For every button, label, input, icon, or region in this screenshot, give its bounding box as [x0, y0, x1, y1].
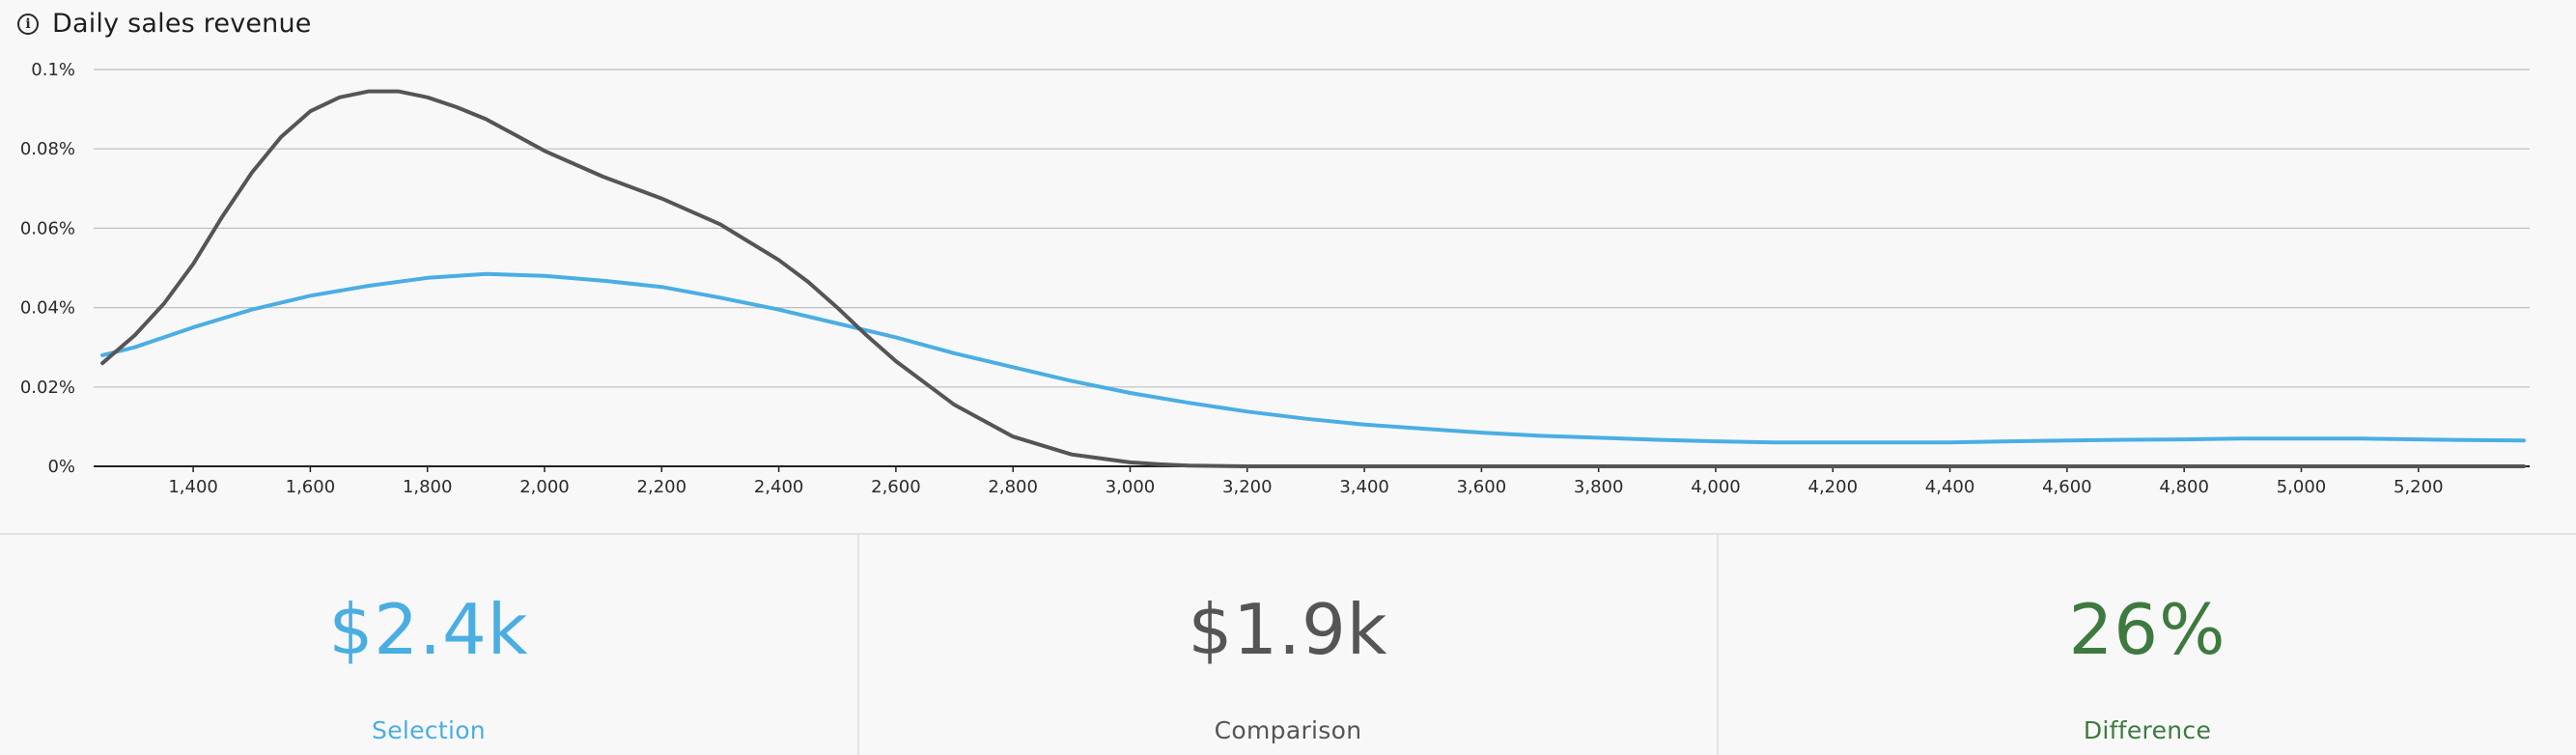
- x-tick-label: 4,800: [2159, 477, 2209, 497]
- x-tick-label: 2,800: [988, 477, 1038, 497]
- y-tick-label: 0.1%: [31, 60, 75, 80]
- x-tick-label: 1,800: [403, 477, 453, 497]
- comparison-value: $1.9k: [1188, 589, 1388, 670]
- info-icon[interactable]: i: [17, 13, 39, 35]
- x-tick-label: 3,600: [1457, 477, 1507, 497]
- x-tick-label: 1,400: [168, 477, 218, 497]
- kpi-selection: $2.4k Selection: [0, 535, 859, 755]
- grid-lines: [94, 69, 2530, 467]
- x-tick-label: 2,600: [871, 477, 921, 497]
- x-tick-label: 2,400: [754, 477, 804, 497]
- series-lines: [100, 89, 2526, 468]
- comparison-series-line: [100, 89, 2526, 468]
- x-tick-label: 3,800: [1574, 477, 1624, 497]
- selection-value: $2.4k: [328, 589, 529, 670]
- x-tick-label: 4,400: [1925, 477, 1975, 497]
- difference-value: 26%: [2068, 589, 2226, 670]
- x-axis-ticks: 1,400 1,600 1,800 2,000 2,200 2,400 2,600 2,800…: [168, 466, 2444, 497]
- y-tick-label: 0%: [47, 457, 75, 477]
- x-tick-label: 4,600: [2042, 477, 2092, 497]
- y-tick-label: 0.08%: [20, 139, 75, 159]
- kpi-row: $2.4k Selection $1.9k Comparison 26% Dif…: [0, 533, 2576, 755]
- selection-series-line: [100, 271, 2526, 445]
- y-tick-label: 0.02%: [20, 378, 75, 398]
- kpi-comparison: $1.9k Comparison: [859, 535, 1719, 755]
- x-tick-label: 4,000: [1691, 477, 1741, 497]
- x-tick-label: 5,200: [2394, 477, 2444, 497]
- comparison-label: Comparison: [1214, 716, 1362, 744]
- x-tick-label: 3,000: [1106, 477, 1156, 497]
- x-tick-label: 4,200: [1808, 477, 1859, 497]
- revenue-distribution-chart: 0% 0.02% 0.04% 0.06% 0.08% 0.1% 1,400 1,600 1,8…: [20, 60, 2530, 497]
- chart-title: Daily sales revenue: [52, 8, 312, 39]
- x-tick-label: 3,400: [1339, 477, 1389, 497]
- y-tick-label: 0.06%: [20, 218, 75, 238]
- x-tick-label: 2,200: [637, 477, 687, 497]
- y-axis-ticks: 0% 0.02% 0.04% 0.06% 0.08% 0.1%: [20, 60, 75, 477]
- kpi-difference: 26% Difference: [1719, 535, 2576, 755]
- difference-label: Difference: [2083, 716, 2212, 744]
- x-tick-label: 5,000: [2277, 477, 2327, 497]
- selection-label: Selection: [372, 716, 486, 744]
- chart-header: i Daily sales revenue: [17, 4, 312, 42]
- x-tick-label: 2,000: [519, 477, 570, 497]
- x-tick-label: 1,600: [286, 477, 336, 497]
- y-tick-label: 0.04%: [20, 298, 75, 319]
- x-tick-label: 3,200: [1222, 477, 1273, 497]
